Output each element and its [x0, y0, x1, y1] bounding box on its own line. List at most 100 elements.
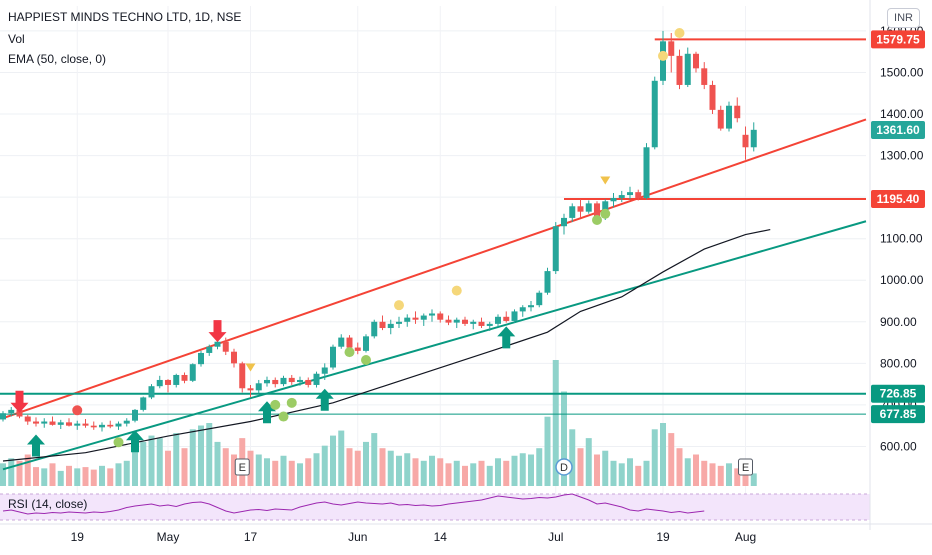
earnings-badge-icon[interactable]: [738, 458, 753, 476]
candle: [577, 206, 584, 212]
volume-bar: [536, 448, 543, 486]
x-tick-label: 17: [244, 530, 258, 544]
x-tick-label: 19: [71, 530, 85, 544]
candle: [305, 379, 312, 385]
candle: [115, 423, 122, 427]
volume-bar: [99, 465, 105, 486]
dot-yellow-icon: [451, 285, 462, 296]
candle: [404, 317, 411, 322]
y-tick-label: 1100.00: [880, 232, 923, 246]
buy-arrow-icon: [27, 434, 45, 457]
candle: [528, 305, 534, 308]
volume-bar: [404, 453, 411, 486]
volume-bar: [24, 454, 31, 486]
candle: [16, 409, 23, 417]
candle: [346, 337, 353, 348]
volume-bar: [635, 465, 642, 486]
candle: [148, 386, 155, 398]
volume-bar: [420, 460, 427, 486]
volume-bar: [693, 454, 699, 486]
candle: [643, 147, 650, 198]
candle: [594, 203, 600, 218]
volume-bar: [82, 467, 89, 486]
dot-green-icon: [592, 214, 602, 225]
candle: [66, 422, 72, 426]
volume-bar: [519, 453, 526, 486]
x-tick-label: Jun: [348, 530, 367, 544]
dot-green-icon: [113, 437, 124, 448]
volume-bar: [569, 429, 576, 486]
volume-bar: [16, 460, 23, 486]
candle: [288, 377, 295, 383]
volume-bar: [49, 463, 56, 486]
ema-legend: EMA (50, close, 0): [8, 52, 107, 66]
candle: [8, 409, 15, 414]
volume-bar: [74, 468, 81, 486]
y-tick-label: 600.00: [880, 439, 917, 453]
candle: [519, 307, 526, 312]
volume-bar: [363, 441, 369, 486]
candle: [536, 292, 543, 306]
volume-bar: [734, 468, 741, 486]
volume-bar: [470, 463, 477, 486]
currency-badge[interactable]: INR: [887, 8, 920, 28]
buy-arrow-icon: [497, 326, 516, 349]
candle: [82, 423, 89, 426]
price-label: 1195.40: [877, 192, 920, 206]
volume-bar: [90, 469, 97, 486]
candle: [107, 424, 114, 427]
volume-bar: [585, 438, 592, 486]
x-tick-label: Aug: [735, 530, 756, 544]
price-label: 1579.75: [876, 32, 920, 46]
candle: [99, 424, 105, 428]
volume-bar: [41, 468, 48, 486]
volume-bar: [330, 435, 336, 486]
candle: [24, 416, 31, 422]
candle: [387, 323, 394, 329]
candle: [214, 341, 221, 347]
volume-bar: [462, 465, 468, 486]
x-tick-label: 19: [656, 530, 670, 544]
volume-bar: [338, 430, 345, 486]
candle: [627, 192, 633, 196]
candle: [49, 421, 56, 425]
dot-green-icon: [344, 347, 355, 358]
volume-bar: [610, 460, 617, 486]
candle: [429, 313, 435, 316]
y-tick-label: 1500.00: [880, 65, 924, 79]
volume-bar: [305, 458, 312, 486]
candle: [74, 423, 81, 426]
candle: [552, 226, 559, 272]
volume-bar: [396, 455, 402, 486]
volume-bar: [255, 454, 262, 486]
price-label: 726.85: [880, 387, 917, 401]
volume-bar: [156, 438, 163, 486]
earnings-badge-icon[interactable]: [234, 458, 250, 476]
candle: [123, 420, 130, 424]
dividend-badge-icon[interactable]: [555, 458, 573, 476]
volume-bar: [165, 450, 171, 486]
volume-bar: [132, 448, 138, 486]
volume-bar: [676, 448, 683, 486]
candle: [445, 319, 452, 323]
volume-bar: [437, 458, 444, 486]
price-label-box: [871, 190, 925, 209]
candle: [585, 203, 592, 212]
price-label-box: [871, 405, 925, 424]
volume-bar: [561, 391, 567, 486]
candle: [231, 351, 237, 364]
volume-bar: [173, 433, 180, 486]
volume-bar: [346, 448, 353, 486]
y-tick-label: 800.00: [880, 356, 917, 370]
candle: [264, 379, 270, 384]
candle: [173, 374, 180, 385]
candle: [156, 379, 163, 387]
ema-line: [2, 228, 771, 462]
volume-bar: [651, 429, 658, 486]
candle: [272, 379, 279, 385]
volume-bar: [577, 448, 584, 486]
volume-bar: [123, 460, 130, 486]
trend-line: [2, 220, 867, 471]
